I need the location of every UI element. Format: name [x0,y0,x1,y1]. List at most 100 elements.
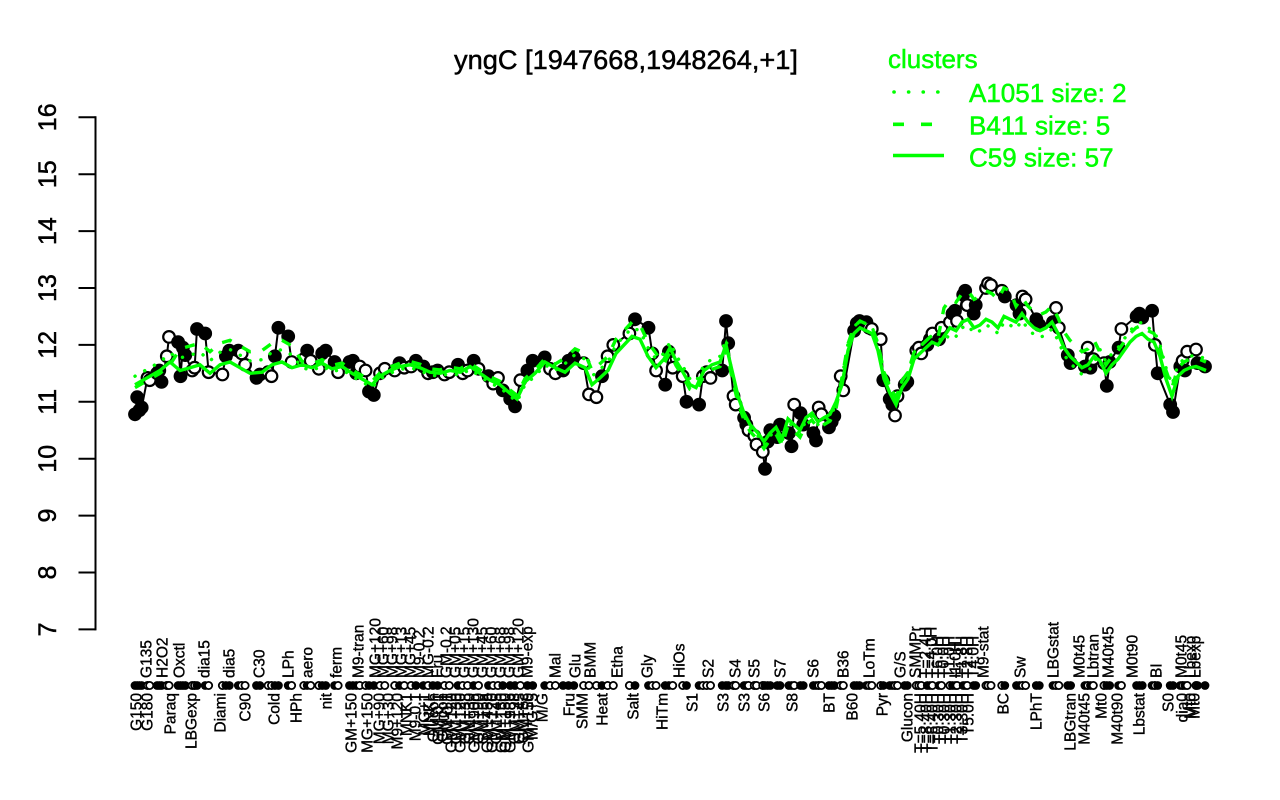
svg-text:MG-0.2: MG-0.2 [421,626,438,678]
svg-text:MG+30: MG+30 [381,693,398,745]
svg-text:G/S: G/S [893,651,910,678]
svg-text:S1: S1 [685,693,702,712]
svg-text:11: 11 [34,389,62,415]
svg-text:MG+1: MG+1 [417,693,434,736]
svg-text:Pyr: Pyr [875,693,892,716]
svg-text:T1.8H: T1.8H [954,636,971,678]
svg-text:M9-0.2: M9-0.2 [412,630,429,678]
svg-text:BMM: BMM [583,642,600,678]
svg-text:GM+15: GM+15 [457,627,474,678]
svg-text:S3: S3 [737,693,754,712]
svg-text:MG+120: MG+120 [368,618,385,678]
svg-text:T1.30H: T1.30H [943,693,960,744]
svg-text:B411 size: 5: B411 size: 5 [969,111,1110,141]
svg-text:BC: BC [996,693,1013,715]
svg-text:M/G+5: M/G+5 [525,693,542,740]
svg-text:Sw: Sw [1013,656,1030,678]
svg-text:T5.0H: T5.0H [961,693,978,735]
svg-text:T=2.4H: T=2.4H [918,627,935,678]
svg-text:S5: S5 [747,659,764,678]
svg-text:T=6.40H: T=6.40H [925,693,942,753]
svg-text:Glucon: Glucon [426,693,443,742]
svg-text:GM+120: GM+120 [453,693,470,753]
svg-text:MNK1: MNK1 [399,693,416,736]
svg-text:M9-exp: M9-exp [520,626,537,678]
svg-text:GM+120: GM+120 [511,618,528,678]
svg-text:GM+68: GM+68 [493,627,510,678]
svg-text:7: 7 [34,622,62,636]
svg-text:8: 8 [34,566,62,580]
svg-text:GM+05: GM+05 [448,627,465,678]
svg-text:LoTm: LoTm [862,638,879,678]
svg-text:Lbstat: Lbstat [1132,692,1149,735]
svg-text:S6: S6 [757,693,774,712]
svg-text:C59 size: 57: C59 size: 57 [969,142,1114,172]
svg-text:GM+90d: GM+90d [467,693,484,753]
svg-text:13: 13 [34,274,62,302]
svg-text:M9-stat: M9-stat [976,626,993,678]
svg-text:yngC [1947668,1948264,+1]: yngC [1947668,1948264,+1] [454,44,798,75]
svg-text:S7: S7 [773,659,790,678]
svg-text:GM+98b: GM+98b [503,693,520,753]
svg-text:Fru: Fru [430,655,447,678]
svg-text:G150: G150 [129,693,146,731]
svg-text:T4.0H: T4.0H [966,636,983,678]
svg-text:MG+45: MG+45 [403,627,420,678]
svg-text:GM+130: GM+130 [466,618,483,678]
svg-text:Diami: Diami [213,693,230,733]
svg-text:Mt0: Mt0 [1183,693,1200,719]
svg-text:M0t90: M0t90 [1125,635,1142,678]
svg-text:14: 14 [34,217,62,245]
svg-text:Paraq: Paraq [163,693,180,734]
svg-text:Heat: Heat [595,692,612,725]
svg-text:MG+60: MG+60 [376,626,393,678]
svg-text:S4: S4 [728,659,745,678]
svg-text:Mt0: Mt0 [1094,693,1111,719]
svg-text:GM+60: GM+60 [484,626,501,678]
svg-text:Mt0: Mt0 [1187,693,1204,719]
svg-text:HiTm: HiTm [655,693,672,730]
svg-text:Oxctl: Oxctl [172,643,189,678]
svg-text:GM+150: GM+150 [498,693,515,753]
svg-text:C30: C30 [252,649,269,678]
svg-text:GM+30: GM+30 [449,693,466,745]
svg-text:GM+45: GM+45 [489,693,506,744]
svg-text:GM+5a: GM+5a [476,693,493,745]
svg-text:Cold: Cold [267,693,284,725]
svg-text:Glucon: Glucon [900,693,917,742]
svg-text:S3: S3 [716,693,733,712]
svg-text:GM-0.1: GM-0.1 [431,693,448,745]
svg-text:SMM: SMM [575,693,592,729]
svg-text:B60: B60 [845,693,862,721]
svg-text:GM+90: GM+90 [471,693,488,745]
svg-text:MNKL: MNKL [422,693,439,736]
svg-text:T1.0H: T1.0H [942,636,959,678]
svg-text:BI: BI [1149,663,1166,678]
svg-text:LBGexp: LBGexp [184,693,201,749]
svg-text:T0:0H: T0:0H [936,636,953,678]
svg-text:Mal: Mal [548,653,565,678]
svg-text:SMMPr: SMMPr [908,626,925,678]
svg-text:T2.8H: T2.8H [960,636,977,678]
svg-text:GM+45b: GM+45b [480,693,497,753]
svg-text:Glu: Glu [568,654,585,678]
svg-text:M40t45: M40t45 [1077,693,1094,745]
svg-text:S8: S8 [785,693,802,712]
svg-text:B36: B36 [836,650,853,678]
svg-text:clusters: clusters [888,44,978,74]
svg-text:T3.30H: T3.30H [955,693,972,744]
svg-text:GM+120: GM+120 [444,693,461,753]
svg-text:T0.30H: T0.30H [931,693,948,744]
svg-text:G135: G135 [139,640,156,678]
svg-text:12: 12 [34,331,62,359]
svg-text:H2O2: H2O2 [155,638,172,679]
svg-text:T2.30H: T2.30H [949,693,966,744]
svg-text:MG+98: MG+98 [385,627,402,678]
svg-text:I1.0H: I1.0H [948,641,965,678]
svg-text:ferm: ferm [329,647,346,678]
svg-text:LBGtran: LBGtran [1063,693,1080,751]
svg-text:M9-tran: M9-tran [351,625,368,678]
svg-text:M40t90: M40t90 [1110,693,1127,745]
svg-text:S2: S2 [701,659,718,678]
svg-text:GM+45: GM+45 [475,627,492,678]
